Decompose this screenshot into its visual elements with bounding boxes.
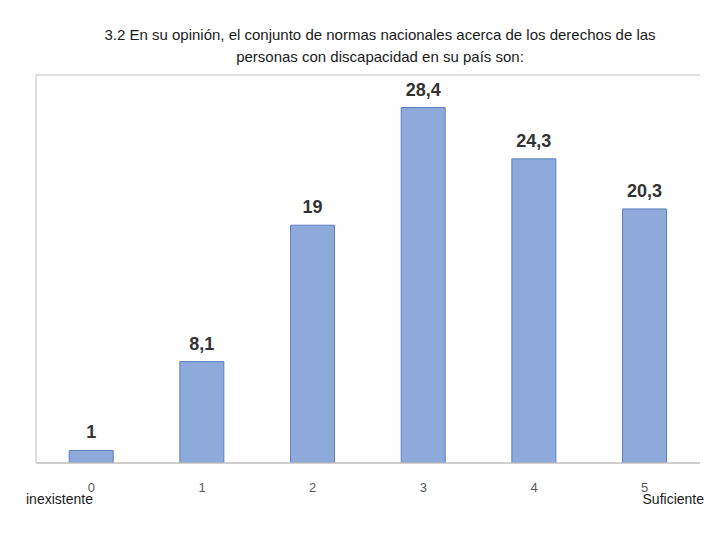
svg-text:5: 5 (641, 480, 649, 496)
svg-text:2: 2 (309, 480, 316, 495)
svg-text:4: 4 (530, 480, 537, 495)
html-text:3.2 En su opinión, el conjunto: 3.2 En su opinión, el conjunto de normas… (104, 26, 656, 65)
svg-text:8,1: 8,1 (189, 334, 214, 354)
svg-text:28,4: 28,4 (406, 80, 441, 100)
svg-text:19: 19 (303, 197, 323, 217)
svg-text:20,3: 20,3 (627, 181, 662, 201)
svg-text:3: 3 (420, 480, 427, 495)
svg-text:1: 1 (198, 480, 205, 495)
html-text:Suficiente: Suficiente (642, 491, 704, 507)
html-text:inexistente: inexistente (26, 491, 93, 507)
svg-text:0: 0 (87, 480, 95, 496)
svg-text:1: 1 (86, 422, 96, 442)
svg-text:24,3: 24,3 (516, 131, 551, 151)
